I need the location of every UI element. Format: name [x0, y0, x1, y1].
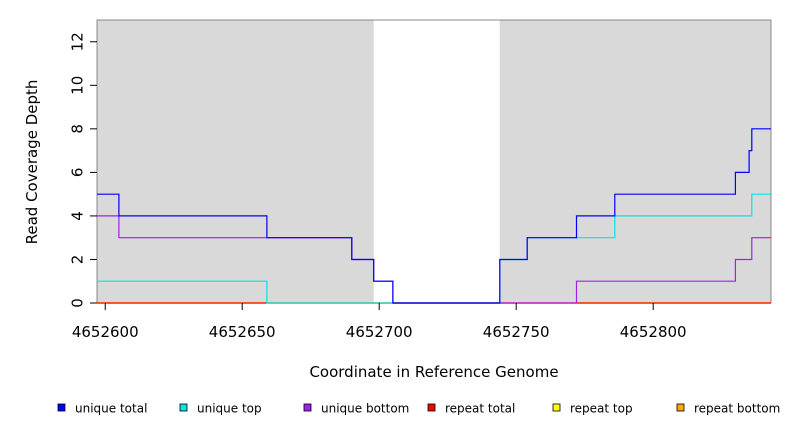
- legend-label-repeat-top: repeat top: [570, 402, 633, 416]
- legend-label-repeat-bottom: repeat bottom: [694, 402, 780, 416]
- y-tick-label: 0: [68, 298, 86, 308]
- x-tick-label: 4652800: [620, 323, 687, 341]
- y-tick-label: 10: [68, 76, 86, 95]
- legend-swatch-unique-top: [179, 403, 188, 412]
- legend-label-unique-top: unique top: [197, 402, 262, 416]
- shaded-region-1: [97, 20, 374, 303]
- legend-swatch-unique-total: [57, 403, 66, 412]
- x-tick-label: 4652750: [483, 323, 550, 341]
- y-axis: 0 2 4 6 8 10 12: [68, 32, 97, 308]
- y-tick-label: 6: [68, 168, 86, 178]
- series-line-unique-total: [97, 128, 771, 304]
- x-tick-label: 4652700: [346, 323, 413, 341]
- x-tick-label: 4652650: [209, 323, 276, 341]
- shaded-region-2: [499, 20, 771, 303]
- series-lines: [97, 128, 771, 304]
- y-tick-label: 2: [68, 255, 86, 265]
- legend-label-unique-bottom: unique bottom: [321, 402, 409, 416]
- shaded-regions: [97, 20, 771, 303]
- y-tick-label: 8: [68, 124, 86, 134]
- y-tick-label: 12: [68, 32, 86, 51]
- legend-swatch-repeat-total: [427, 403, 436, 412]
- legend: unique total unique top unique bottom repea…: [57, 402, 780, 416]
- x-axis-title: Coordinate in Reference Genome: [309, 363, 558, 381]
- legend-swatch-unique-bottom: [303, 403, 312, 412]
- y-axis-title: Read Coverage Depth: [23, 80, 41, 245]
- y-tick-label: 4: [68, 211, 86, 221]
- legend-swatch-repeat-bottom: [676, 403, 685, 412]
- legend-swatch-repeat-top: [552, 403, 561, 412]
- x-axis: 4652600 4652650 4652700 4652750 4652800: [72, 303, 687, 341]
- legend-label-unique-total: unique total: [75, 402, 147, 416]
- legend-label-repeat-total: repeat total: [445, 402, 515, 416]
- x-tick-label: 4652600: [72, 323, 139, 341]
